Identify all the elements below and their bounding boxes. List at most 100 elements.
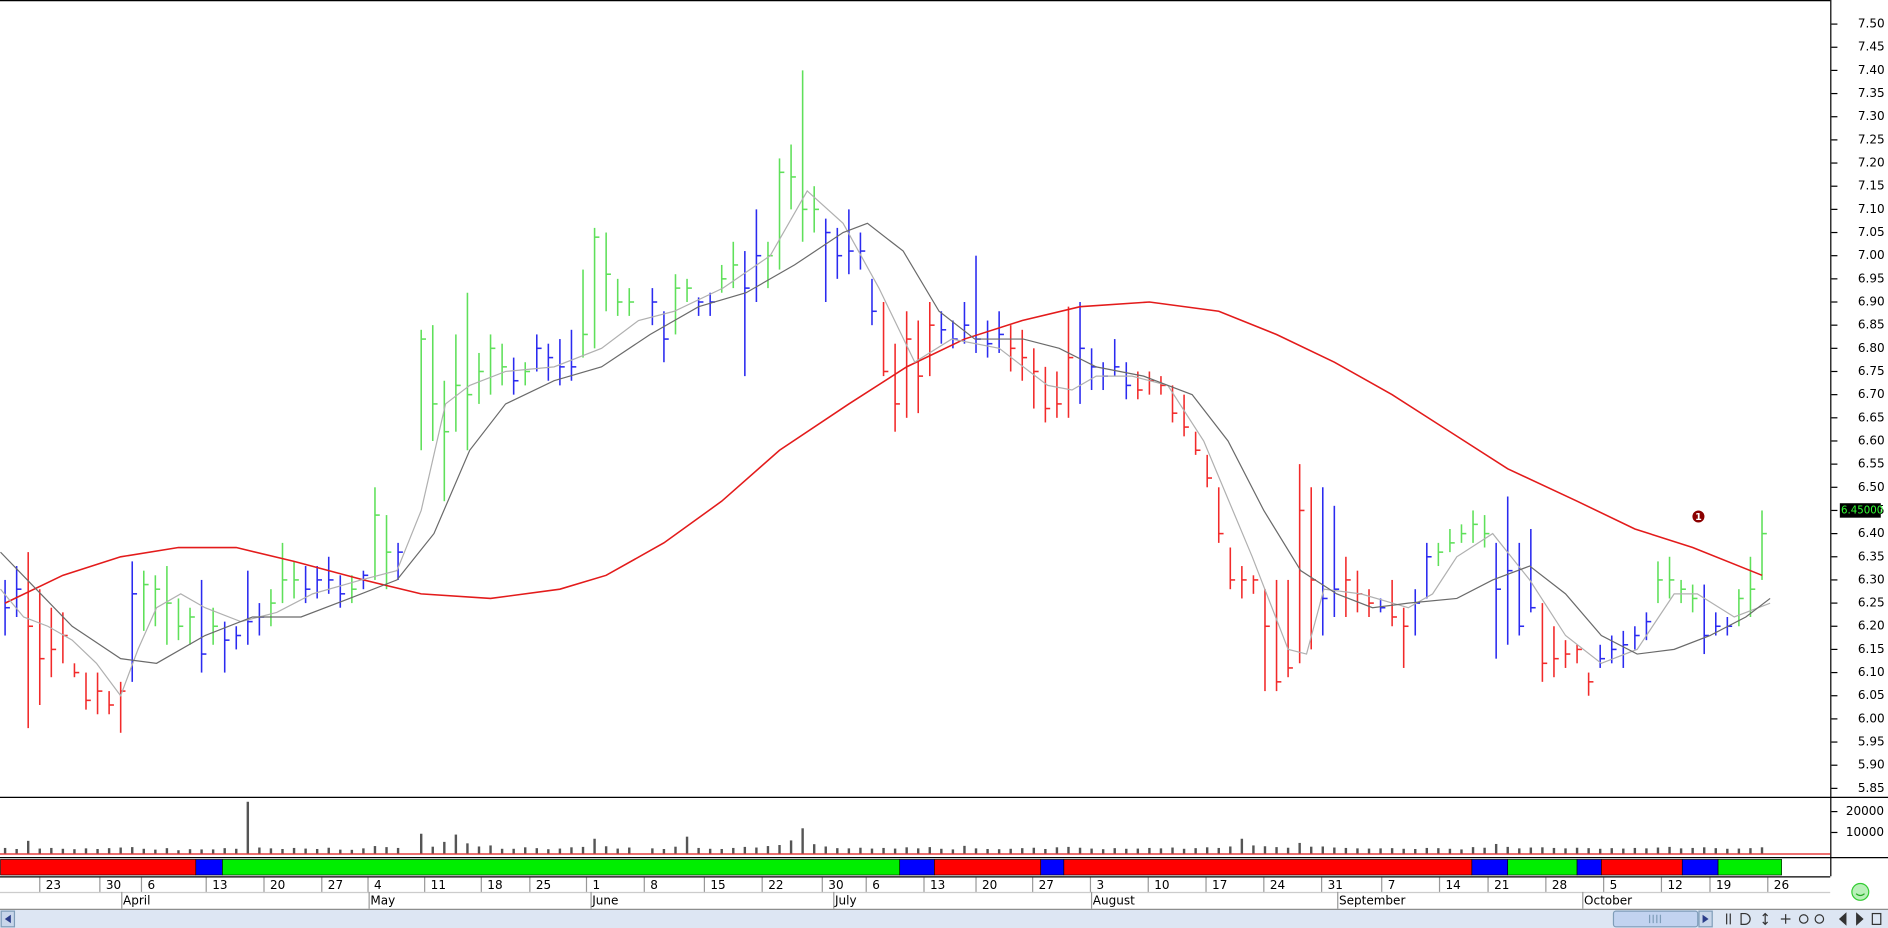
trend-segment: [1717, 859, 1782, 876]
volume-bar: [1541, 847, 1544, 854]
x-tick-label: 23: [46, 878, 61, 892]
volume-bar: [1425, 847, 1429, 854]
x-tick-label: 24: [1270, 878, 1285, 892]
toolbar-icon[interactable]: [1798, 914, 1809, 924]
volume-bar: [951, 849, 955, 854]
x-tick-label: 20: [982, 878, 997, 892]
grip: [1648, 914, 1662, 924]
y-tick-label: 6.25: [1858, 596, 1885, 610]
last-price-box: [1839, 503, 1881, 518]
x-tick-label: 30: [106, 878, 121, 892]
volume-bar: [1471, 847, 1475, 854]
volume-bar: [1240, 838, 1244, 854]
month-label: July: [834, 893, 857, 907]
volume-bar: [1552, 847, 1556, 854]
x-tick-label: 28: [1552, 878, 1567, 892]
toolbar-icon[interactable]: [1762, 912, 1769, 926]
volume-bar: [708, 848, 712, 854]
volume-bar: [662, 848, 666, 854]
volume-bar: [373, 846, 377, 854]
volume-bar: [997, 849, 1001, 854]
volume-bar: [801, 828, 804, 854]
volume-bar: [385, 847, 388, 854]
volume-bar: [674, 846, 677, 854]
x-tick-label: 4: [374, 878, 382, 892]
arrow-icon: [1702, 914, 1709, 924]
volume-bar: [1448, 848, 1452, 854]
volume-bar: [1714, 848, 1717, 854]
volume-bar: [824, 846, 827, 854]
volume-bar: [1321, 846, 1324, 854]
y-tick-label: 6.65: [1858, 410, 1885, 424]
trend-segment: [222, 859, 901, 876]
volume-bar: [339, 849, 342, 854]
volume-bar: [177, 850, 180, 854]
month-label: May: [370, 893, 395, 907]
volume-bar: [1217, 847, 1220, 854]
x-tick-label: 3: [1096, 878, 1104, 892]
y-tick-label: 6.55: [1858, 457, 1885, 471]
volume-bar: [1182, 848, 1186, 854]
volume-bar: [1494, 843, 1498, 854]
y-tick-label: 7.30: [1858, 109, 1885, 123]
volume-bar: [500, 848, 504, 854]
x-tick-label: 27: [1039, 878, 1054, 892]
toolbar-icon[interactable]: [1814, 914, 1825, 924]
volume-bar: [454, 834, 458, 854]
volume-bar: [1575, 847, 1579, 854]
volume-bar: [836, 848, 839, 854]
volume-bar: [1055, 847, 1059, 854]
scroll-thumb[interactable]: [1612, 910, 1699, 928]
moving-average: [0, 189, 1771, 697]
trend-segment: [1063, 859, 1473, 876]
trend-segment: [1471, 859, 1509, 876]
x-tick-label: 31: [1328, 878, 1343, 892]
volume-bar: [223, 848, 226, 854]
y-tick-label: 6.15: [1858, 642, 1885, 656]
month-label: June: [591, 893, 618, 907]
month-label: September: [1339, 893, 1405, 907]
y-tick-label: 7.50: [1858, 17, 1885, 31]
trend-segment: [899, 859, 935, 876]
volume-bar: [847, 848, 851, 854]
trend-segment: [0, 859, 197, 876]
x-tick-label: 11: [431, 878, 446, 892]
volume-bar: [1171, 847, 1174, 854]
volume-bar: [1760, 847, 1764, 854]
volume-bar: [1252, 845, 1255, 854]
volume-bar: [1136, 848, 1140, 854]
volume-bar: [604, 846, 608, 854]
toolbar-icon[interactable]: [1740, 912, 1751, 925]
volume-bar: [1286, 847, 1290, 854]
y-tick-label: 7.20: [1858, 156, 1885, 170]
y-tick-label: 7.15: [1858, 179, 1885, 193]
x-tick-label: 25: [536, 878, 551, 892]
volume-bar: [685, 836, 689, 854]
volume-bar: [893, 848, 897, 854]
toolbar-icon[interactable]: [1838, 912, 1864, 926]
volume-bar: [1737, 848, 1741, 854]
volume-bar: [1205, 847, 1209, 854]
toolbar-icon[interactable]: [1871, 912, 1882, 925]
volume-bar: [732, 847, 735, 854]
y-tick-label: 6.10: [1858, 665, 1885, 679]
annotation-text: 1: [1695, 512, 1702, 523]
volume-bar: [1078, 847, 1082, 854]
y-tick-label: 6.75: [1858, 364, 1885, 378]
scrollbar[interactable]: [0, 909, 1888, 928]
x-tick-label: 17: [1212, 878, 1227, 892]
volume-bar: [697, 847, 700, 854]
toolbar-icon[interactable]: [1780, 914, 1791, 924]
volume-bar: [789, 840, 793, 854]
volume-bar: [477, 846, 481, 854]
volume-bar: [1460, 849, 1463, 854]
volume-bar: [558, 848, 562, 854]
volume-bar: [512, 848, 515, 854]
volume-bar: [628, 847, 631, 854]
toolbar-icon[interactable]: [1726, 913, 1731, 925]
x-tick-label: 27: [328, 878, 343, 892]
volume-bar: [1367, 848, 1371, 854]
x-tick-label: 26: [1774, 878, 1789, 892]
volume-bar: [1529, 847, 1533, 854]
